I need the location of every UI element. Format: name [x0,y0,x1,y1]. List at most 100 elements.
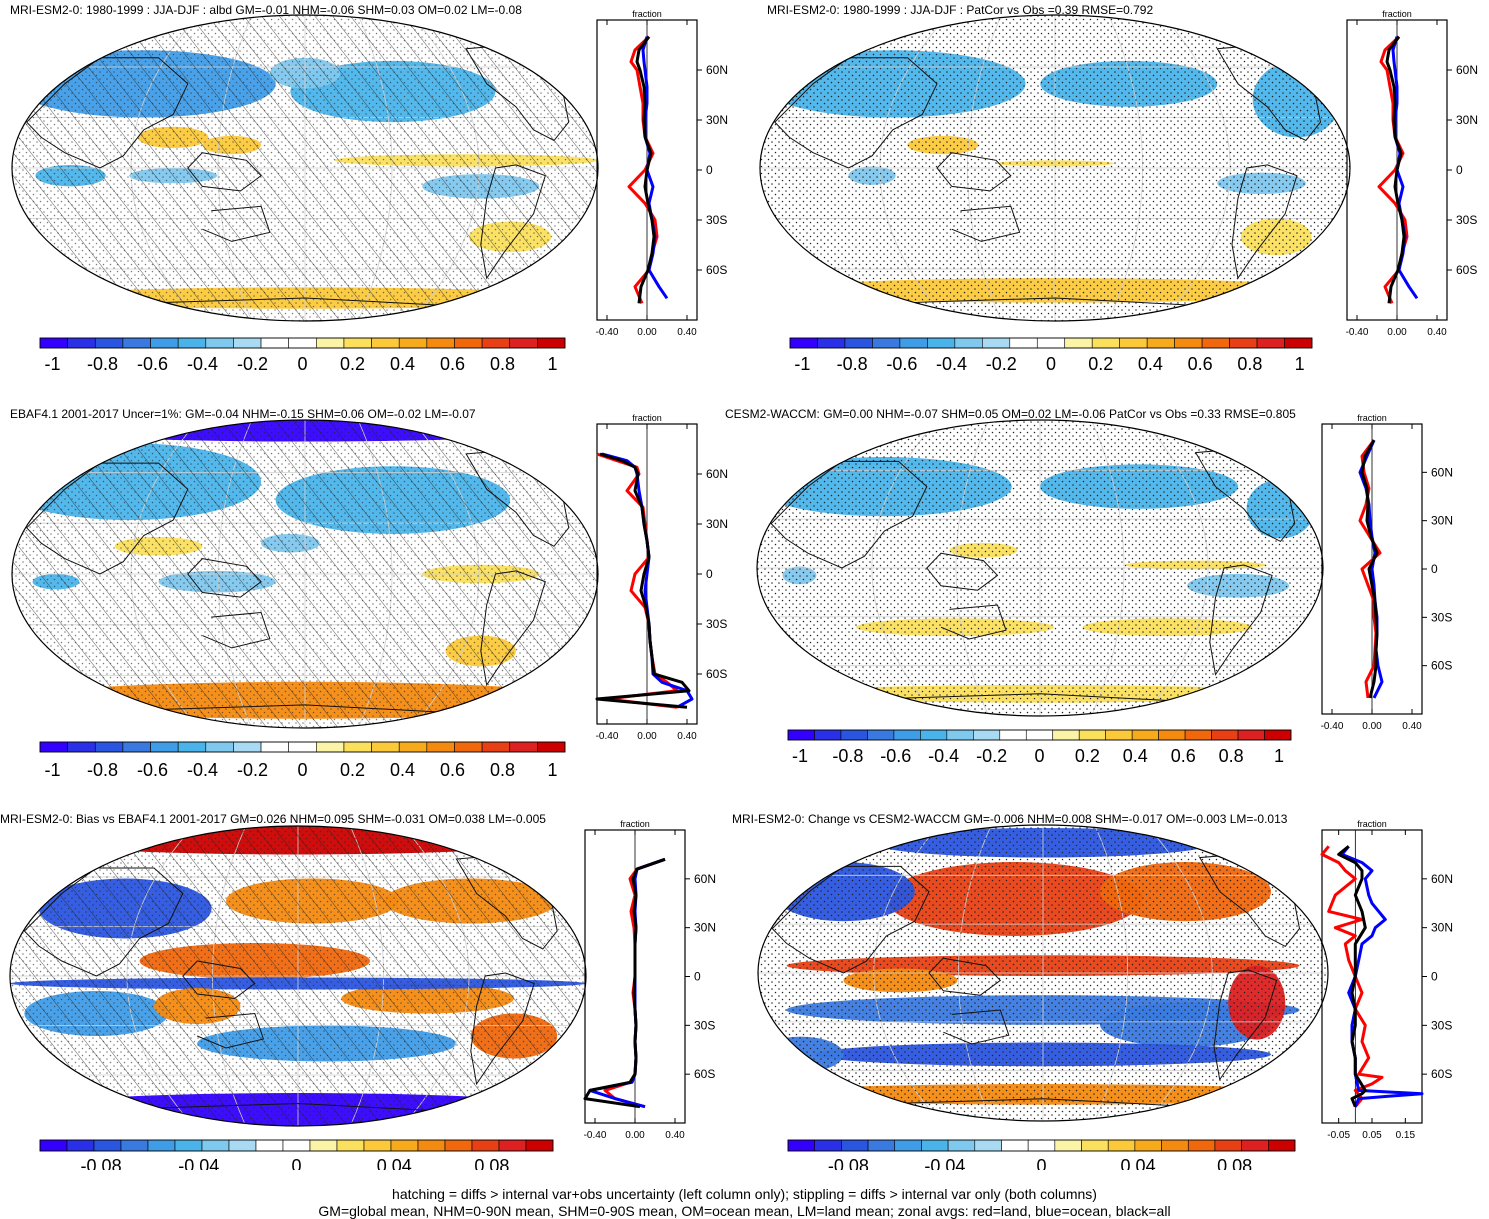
map-panel-1 [11,14,599,322]
colorbar-swatch [1091,337,1120,349]
colorbar-4: -1 -0.8 -0.6 -0.4 -0.2 0 0.2 0.4 0.6 0.8 1 [787,729,1292,766]
colorbar-label: -0.6 [137,760,168,780]
map-border [11,419,599,729]
map-panel-2 [759,14,1351,322]
colorbar-swatch [426,741,455,753]
colorbar-swatch [233,741,262,753]
colorbar-swatch [1214,1139,1242,1152]
colorbar-swatch [93,1139,122,1152]
stippling-overlay [12,420,598,728]
colorbar-label: -0.2 [237,760,268,780]
x-tick-label: 0.40 [677,731,697,742]
colorbar-swatch [398,337,428,349]
colorbar-label: 0 [1046,354,1056,374]
colorbar-swatch [1264,729,1292,741]
colorbar-label: -0.6 [886,354,917,374]
y-tick-label: 30S [1456,213,1477,227]
y-tick-label: 60S [1456,263,1477,277]
colorbar-label: -0.4 [187,760,218,780]
colorbar-swatch [363,1139,392,1152]
map-panel-3 [11,419,599,729]
colorbar-swatch [1105,729,1133,741]
colorbar-swatch [1187,1139,1216,1152]
colorbar-swatch [481,741,511,753]
y-tick-label: 60S [1431,659,1452,673]
colorbar-swatch [371,337,400,349]
colorbar-swatch [1081,1139,1109,1152]
colorbar-swatch [537,741,566,753]
zonal-line-all [583,857,666,1109]
colorbar-swatch [1054,1139,1082,1152]
colorbar-label: -0.6 [137,354,168,374]
colorbar-label: 0 [1036,1156,1046,1170]
colorbar-swatch [974,1139,1002,1152]
stippling-overlay [12,15,598,321]
colorbar-6: -0.08 -0.04 0 0.04 0.08 [787,1139,1296,1170]
colorbar-label: 0.6 [1171,746,1196,766]
colorbar-swatch [343,741,372,753]
y-tick-label: 60N [1431,872,1453,886]
colorbar-swatch [1134,1139,1162,1152]
colorbar-3: -1 -0.8 -0.6 -0.4 -0.2 0 0.2 0.4 0.6 0.8 1 [39,741,566,780]
colorbar-swatch [1001,1139,1029,1152]
y-tick-label: 30N [694,921,716,935]
colorbar-label: -1 [44,354,60,374]
colorbar-frame [39,741,566,753]
colorbar-label: 0 [291,1156,301,1170]
colorbar-swatch [982,337,1011,349]
colorbar-swatch [814,1139,842,1152]
colorbar-label: 1 [1274,746,1284,766]
zonal-line-all [635,35,656,304]
panel-title-4: CESM2-WACCM: GM=0.00 NHM=-0.07 SHM=0.05 … [725,407,1296,421]
y-tick-label: 0 [694,970,701,984]
colorbar-swatch [150,741,179,753]
colorbar-frame [787,1139,1296,1152]
colorbar-swatch [66,1139,95,1152]
colorbar-swatch [260,337,289,349]
colorbar-swatch [444,1139,473,1152]
x-tick-label: 0.40 [665,1130,685,1141]
colorbar-swatch [1064,337,1093,349]
colorbar-label: 0.4 [390,354,415,374]
colorbar-label: -0.4 [928,746,959,766]
x-tick-label: 0.00 [637,731,657,742]
colorbar-label: -0.4 [187,354,218,374]
zonal-xlabel: fraction [1382,9,1412,19]
colorbar-swatch [426,337,455,349]
colorbar-swatch [954,337,983,349]
x-tick-label: 0.40 [677,327,697,338]
colorbar-label: 1 [1295,354,1305,374]
colorbar-swatch [454,337,483,349]
map-border [11,14,599,322]
y-tick-label: 60N [1456,63,1478,77]
colorbar-label: 0 [1034,746,1044,766]
colorbar-swatch [288,741,317,753]
stippling-overlay [10,826,586,1126]
colorbar-swatch [260,741,289,753]
colorbar-label: -0.2 [986,354,1017,374]
x-tick-label: -0.05 [1327,1130,1350,1141]
zonal-panel-5: fraction -0.40 0.00 0.40 60N 30N 0 30S 60S [583,819,716,1141]
colorbar-swatch [1161,1139,1189,1152]
map-panel-4 [756,419,1324,717]
zonal-line-land [1320,845,1384,1108]
colorbar-swatch [1201,337,1230,349]
colorbar-label: -0.6 [880,746,911,766]
colorbar-swatch [817,337,846,349]
y-tick-label: 0 [706,163,713,177]
colorbar-label: -0.8 [832,746,863,766]
zonal-xlabel: fraction [1357,819,1387,829]
colorbar-swatch [1107,1139,1136,1152]
y-tick-label: 30N [1431,514,1453,528]
colorbar-label: 0.2 [1088,354,1113,374]
x-tick-label: 0.40 [1427,327,1447,338]
zonal-xlabel: fraction [1357,413,1387,423]
colorbar-1: -1 -0.8 -0.6 -0.4 -0.2 0 0.2 0.4 0.6 0.8 1 [39,337,566,374]
colorbar-swatch [899,337,928,349]
x-tick-label: -0.40 [596,731,619,742]
colorbar-swatch [1052,729,1080,741]
colorbar-swatch [150,337,179,349]
colorbar-swatch [205,741,234,753]
colorbar-swatch [921,1139,949,1152]
colorbar-swatch [893,729,921,741]
